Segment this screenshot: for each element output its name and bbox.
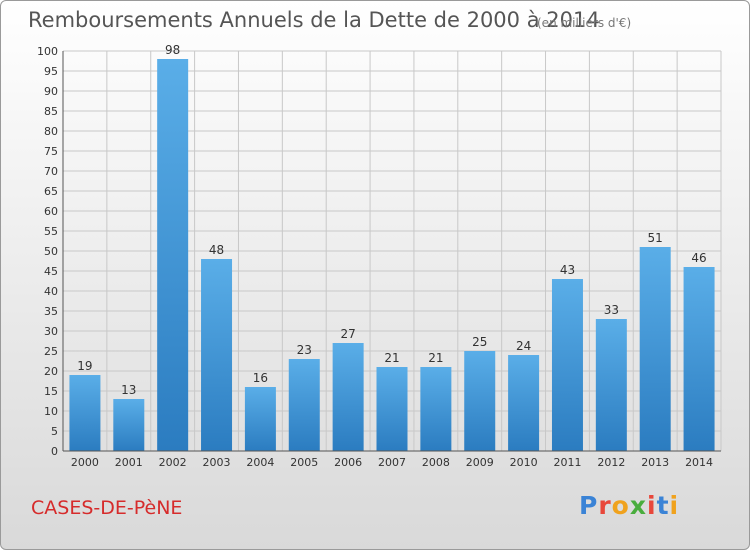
- bar-value-label: 24: [516, 339, 531, 353]
- bar: [595, 319, 627, 451]
- bar: [420, 367, 452, 451]
- y-tick-label: 30: [44, 325, 58, 338]
- bar: [551, 279, 583, 451]
- y-tick-label: 50: [44, 245, 58, 258]
- bar: [244, 387, 276, 451]
- bar: [69, 375, 101, 451]
- logo-letter: t: [656, 491, 670, 520]
- x-tick-label: 2001: [115, 456, 143, 469]
- chart-subtitle: (en milliers d'€): [537, 16, 632, 30]
- bar: [376, 367, 408, 451]
- y-tick-label: 60: [44, 205, 58, 218]
- bar-value-label: 13: [121, 383, 136, 397]
- x-tick-label: 2010: [510, 456, 538, 469]
- x-tick-label: 2002: [159, 456, 187, 469]
- y-tick-label: 45: [44, 265, 58, 278]
- y-tick-label: 90: [44, 85, 58, 98]
- bar: [464, 351, 496, 451]
- logo-letter: r: [598, 491, 612, 520]
- proxiti-logo: Proxiti: [579, 491, 679, 520]
- y-tick-label: 0: [51, 445, 58, 458]
- bar-value-label: 48: [209, 243, 224, 257]
- y-tick-label: 70: [44, 165, 58, 178]
- bar-value-label: 23: [297, 343, 312, 357]
- bar-value-label: 25: [472, 335, 487, 349]
- bar-value-label: 98: [165, 43, 180, 57]
- bar-value-label: 43: [560, 263, 575, 277]
- x-tick-label: 2003: [203, 456, 231, 469]
- logo-letter: P: [579, 491, 599, 520]
- y-tick-label: 20: [44, 365, 58, 378]
- bar-value-label: 21: [428, 351, 443, 365]
- x-tick-label: 2014: [685, 456, 713, 469]
- y-tick-label: 65: [44, 185, 58, 198]
- chart-title: Remboursements Annuels de la Dette de 20…: [28, 8, 600, 32]
- x-tick-label: 2004: [246, 456, 274, 469]
- x-tick-label: 2000: [71, 456, 99, 469]
- y-tick-label: 35: [44, 305, 58, 318]
- y-tick-label: 15: [44, 385, 58, 398]
- y-tick-label: 25: [44, 345, 58, 358]
- x-tick-label: 2009: [466, 456, 494, 469]
- y-tick-label: 100: [37, 45, 58, 58]
- bar: [332, 343, 364, 451]
- x-tick-label: 2006: [334, 456, 362, 469]
- y-tick-label: 40: [44, 285, 58, 298]
- bar-value-label: 46: [691, 251, 706, 265]
- x-tick-label: 2008: [422, 456, 450, 469]
- logo-letter: i: [669, 491, 680, 520]
- x-tick-label: 2013: [641, 456, 669, 469]
- y-tick-label: 10: [44, 405, 58, 418]
- town-name: CASES-DE-PèNE: [31, 497, 183, 519]
- logo-letter: o: [611, 491, 630, 520]
- bar: [508, 355, 540, 451]
- y-tick-label: 80: [44, 125, 58, 138]
- logo-letter: x: [629, 491, 647, 520]
- y-tick-label: 85: [44, 105, 58, 118]
- x-tick-label: 2012: [597, 456, 625, 469]
- y-tick-label: 5: [51, 425, 58, 438]
- y-tick-label: 55: [44, 225, 58, 238]
- y-tick-label: 95: [44, 65, 58, 78]
- logo-letter: i: [647, 491, 657, 520]
- x-tick-label: 2007: [378, 456, 406, 469]
- x-tick-label: 2011: [553, 456, 581, 469]
- bar: [683, 267, 715, 451]
- bar: [201, 259, 233, 451]
- x-tick-label: 2005: [290, 456, 318, 469]
- bar-value-label: 21: [384, 351, 399, 365]
- bar-value-label: 33: [604, 303, 619, 317]
- bar-value-label: 16: [253, 371, 268, 385]
- bar-value-label: 51: [648, 231, 663, 245]
- bar: [288, 359, 320, 451]
- bar: [639, 247, 671, 451]
- bar: [157, 59, 189, 451]
- bar-value-label: 27: [340, 327, 355, 341]
- bar-value-label: 19: [77, 359, 92, 373]
- bar: [113, 399, 145, 451]
- y-tick-label: 75: [44, 145, 58, 158]
